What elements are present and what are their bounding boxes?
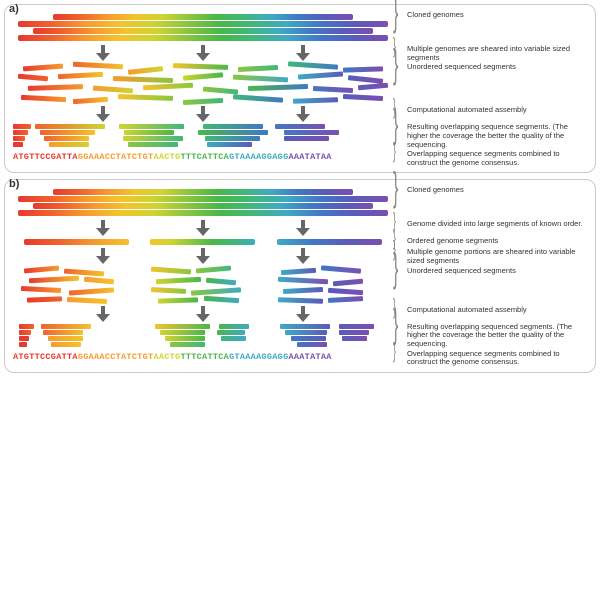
arrow-icon bbox=[96, 306, 110, 322]
stage-label: Cloned genomes bbox=[405, 186, 587, 195]
arrow-icon bbox=[196, 45, 210, 61]
arrow-icon bbox=[296, 248, 310, 264]
arrow-icon bbox=[96, 45, 110, 61]
stage-label: Multiple genome portions are sheared int… bbox=[405, 248, 587, 265]
stage-label: Computational automated assembly bbox=[405, 106, 587, 115]
stage-label: Computational automated assembly bbox=[405, 306, 587, 315]
stage-label: Genome divided into large segments of kn… bbox=[405, 220, 587, 229]
panel-b: b) } Cloned genomes } Genome divided int… bbox=[4, 179, 596, 372]
arrow-icon bbox=[296, 306, 310, 322]
stage-label: Unordered sequenced segments bbox=[405, 267, 587, 276]
arrow-icon bbox=[96, 220, 110, 236]
arrow-icon bbox=[296, 220, 310, 236]
arrow-icon bbox=[296, 45, 310, 61]
arrow-icon bbox=[96, 248, 110, 264]
stage-label: Overlapping sequence segments combined t… bbox=[405, 350, 587, 367]
stage-label: Unordered sequenced segments bbox=[405, 63, 587, 72]
arrow-icon bbox=[196, 248, 210, 264]
stage-label: Overlapping sequence segments combined t… bbox=[405, 150, 587, 167]
panel-label: a) bbox=[9, 3, 19, 15]
arrow-icon bbox=[196, 306, 210, 322]
stage-label: Resulting overlapping sequenced segments… bbox=[405, 323, 587, 349]
panel-a: a) } Cloned genomes } Multiple genomes a… bbox=[4, 4, 596, 173]
consensus-sequence: ATGTTCCGATTAGGAAACCTATCTGTAACTGTTTCATTCA… bbox=[13, 350, 393, 364]
stage-label: Cloned genomes bbox=[405, 11, 587, 20]
stage-label: Ordered genome segments bbox=[405, 237, 587, 246]
consensus-sequence: ATGTTCCGATTAGGAAACCTATCTGTAACTGTTTCATTCA… bbox=[13, 150, 393, 164]
arrow-icon bbox=[96, 106, 110, 122]
arrow-icon bbox=[196, 220, 210, 236]
arrow-icon bbox=[196, 106, 210, 122]
stage-label: Resulting overlapping sequence segments.… bbox=[405, 123, 587, 149]
stage-label: Multiple genomes are sheared into variab… bbox=[405, 45, 587, 62]
arrow-icon bbox=[296, 106, 310, 122]
panel-label: b) bbox=[9, 178, 19, 190]
